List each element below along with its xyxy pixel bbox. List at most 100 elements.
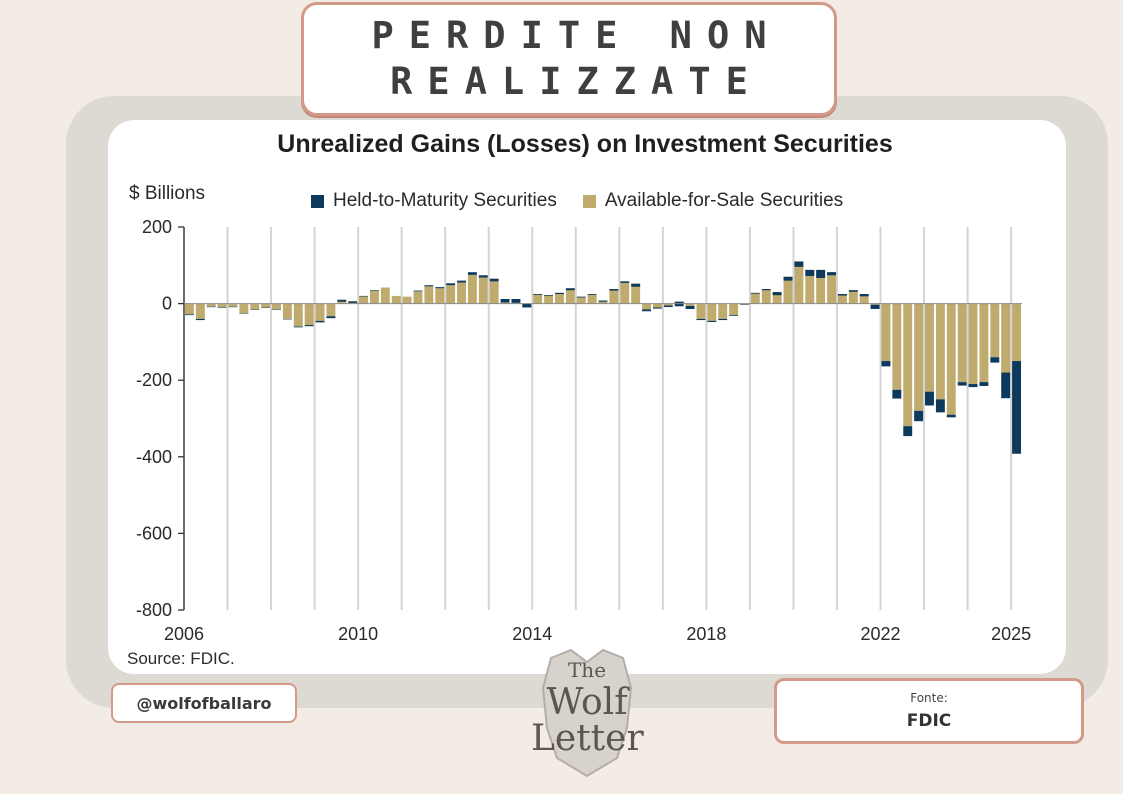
- bar-htm: [272, 309, 281, 310]
- bar-htm: [816, 269, 826, 278]
- wolf-letter-logo: The Wolf Letter: [531, 648, 644, 780]
- x-tick-label: 2014: [512, 624, 552, 644]
- bar-htm: [740, 304, 749, 305]
- bar-afs: [935, 303, 945, 400]
- bar-htm: [304, 325, 314, 327]
- bar-htm: [1012, 361, 1022, 454]
- bar-afs: [359, 295, 369, 304]
- bar-htm: [250, 309, 260, 310]
- bar-htm: [184, 314, 194, 316]
- bar-htm: [261, 307, 271, 308]
- bar-htm: [881, 361, 891, 367]
- bar-afs: [609, 289, 619, 304]
- bar-htm: [848, 290, 858, 292]
- bar-afs: [489, 281, 499, 304]
- bar-htm: [914, 410, 924, 422]
- bar-htm: [489, 278, 499, 282]
- bar-htm: [239, 313, 249, 314]
- y-tick-label: -400: [136, 447, 172, 467]
- bar-afs: [250, 303, 260, 310]
- bar-afs: [424, 286, 434, 304]
- y-tick-label: -800: [136, 600, 172, 620]
- bar-afs: [1012, 303, 1022, 362]
- bar-htm: [903, 426, 913, 437]
- bar-htm: [631, 283, 641, 287]
- bar-afs: [369, 290, 379, 304]
- bar-htm: [544, 295, 554, 296]
- bar-afs: [663, 303, 673, 306]
- bar-htm: [794, 261, 804, 267]
- header-title-line-2: REALIZZATE: [390, 60, 763, 103]
- bar-afs: [544, 295, 554, 304]
- y-tick-label: 0: [162, 294, 172, 314]
- bar-afs: [816, 269, 826, 304]
- bar-afs: [533, 294, 543, 304]
- bar-afs: [217, 303, 227, 308]
- chart-legend: Held-to-Maturity Securities Available-fo…: [311, 190, 869, 212]
- bar-afs: [184, 303, 194, 315]
- bar-afs: [293, 303, 303, 327]
- bar-afs: [195, 303, 205, 319]
- source-box: Fonte: FDIC: [774, 678, 1084, 744]
- bar-htm: [282, 318, 292, 320]
- y-tick-label: 200: [142, 217, 172, 237]
- bar-htm: [707, 320, 717, 322]
- bar-htm: [968, 384, 978, 388]
- bar-htm: [565, 288, 575, 291]
- source-box-value: FDIC: [906, 711, 952, 731]
- bar-afs: [326, 303, 336, 317]
- bar-afs: [925, 303, 934, 392]
- bar-htm: [729, 315, 739, 316]
- bar-htm: [359, 295, 369, 297]
- y-tick-label: -600: [136, 523, 172, 543]
- bar-afs: [979, 303, 989, 383]
- bar-afs: [304, 303, 314, 326]
- legend-swatch-htm: [311, 194, 324, 208]
- bar-htm: [1001, 372, 1011, 399]
- wolf-head-icon: [541, 648, 633, 778]
- bar-afs: [282, 303, 292, 319]
- bar-afs: [805, 269, 815, 304]
- bar-afs: [598, 300, 608, 304]
- bar-afs: [718, 303, 728, 319]
- bar-htm: [413, 290, 423, 292]
- bar-htm: [805, 269, 815, 277]
- bar-afs: [892, 303, 902, 390]
- bar-htm: [859, 294, 869, 297]
- legend-swatch-afs: [582, 194, 596, 208]
- bar-htm: [598, 300, 608, 302]
- bar-htm: [293, 326, 303, 328]
- bar-afs: [685, 303, 695, 306]
- social-handle-badge: @wolfofballaro: [111, 683, 297, 723]
- bar-afs: [261, 303, 271, 308]
- bar-htm: [217, 307, 227, 308]
- x-tick-label: 2010: [338, 624, 378, 644]
- bar-htm: [522, 303, 532, 308]
- bar-afs: [467, 274, 477, 304]
- bar-htm: [870, 304, 880, 309]
- bar-htm: [576, 296, 586, 298]
- bar-htm: [718, 318, 728, 321]
- bar-afs: [652, 303, 662, 308]
- bar-htm: [827, 272, 837, 276]
- bar-afs: [413, 291, 423, 304]
- bar-htm: [783, 276, 793, 281]
- bar-afs: [555, 292, 564, 304]
- bar-htm: [337, 299, 347, 302]
- bar-htm: [642, 309, 651, 312]
- bar-afs: [859, 294, 869, 304]
- bar-htm: [195, 318, 205, 321]
- y-tick-label: -200: [136, 370, 172, 390]
- bar-htm: [620, 281, 630, 283]
- bar-afs: [620, 281, 630, 304]
- bar-afs: [881, 303, 891, 362]
- y-axis-label: $ Billions: [129, 183, 206, 204]
- bar-afs: [761, 289, 771, 304]
- bar-afs: [631, 283, 641, 304]
- bar-htm: [925, 391, 934, 406]
- bar-afs: [380, 287, 390, 304]
- bar-afs: [500, 302, 510, 304]
- x-tick-label: 2025: [991, 624, 1031, 644]
- bar-htm: [957, 382, 967, 386]
